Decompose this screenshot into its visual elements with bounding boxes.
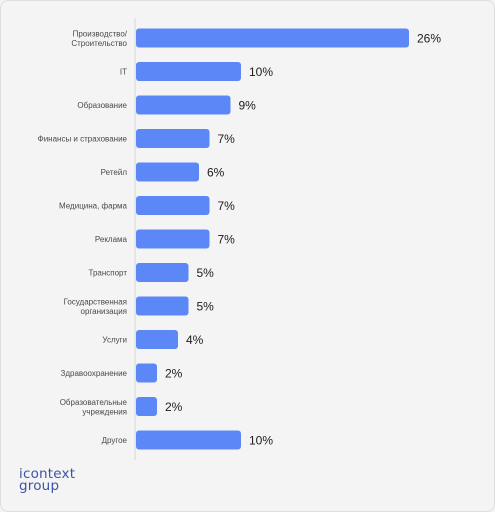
- category-label: организация: [81, 307, 127, 316]
- value-label: 2%: [165, 367, 183, 381]
- value-label: 5%: [197, 300, 215, 314]
- logo-line-2: group: [19, 478, 60, 494]
- value-label: 7%: [218, 199, 236, 213]
- category-label: Строительство: [71, 39, 127, 48]
- bar: [136, 229, 210, 249]
- bar: [136, 28, 409, 48]
- category-label: Образование: [77, 101, 127, 110]
- value-label: 7%: [218, 132, 236, 146]
- bar: [136, 62, 241, 81]
- category-label: Медицина, фарма: [59, 202, 128, 211]
- bar: [136, 296, 189, 316]
- bar: [136, 330, 178, 349]
- category-label: Ретейл: [101, 168, 128, 177]
- bar: [136, 397, 157, 416]
- category-label: Транспорт: [89, 269, 128, 278]
- bar: [136, 263, 189, 282]
- bar: [136, 162, 199, 182]
- value-label: 7%: [218, 233, 236, 247]
- value-label: 10%: [249, 434, 273, 448]
- bar: [136, 196, 210, 215]
- icontext-group-logo: icontext group: [19, 466, 76, 494]
- value-label: 26%: [417, 32, 441, 46]
- value-label: 4%: [186, 333, 204, 347]
- value-label: 9%: [239, 99, 257, 113]
- category-label: Другое: [102, 436, 128, 445]
- value-label: 6%: [207, 166, 225, 180]
- category-label: Производство/: [73, 29, 128, 38]
- bar: [136, 95, 231, 115]
- category-label: Услуги: [102, 336, 127, 345]
- category-label: Реклама: [95, 235, 128, 244]
- category-label: Государственная: [64, 297, 127, 306]
- value-label: 10%: [249, 65, 273, 79]
- category-label: Образовательные: [60, 398, 128, 407]
- value-label: 2%: [165, 400, 183, 414]
- value-label: 5%: [197, 266, 215, 280]
- logo-line-1: icontext: [19, 466, 76, 482]
- category-label: Здравоохранение: [61, 369, 128, 378]
- bar: [136, 129, 210, 148]
- category-label: учреждения: [82, 407, 127, 416]
- category-label: IT: [120, 68, 127, 77]
- category-label: Финансы и страхование: [38, 135, 128, 144]
- bar: [136, 430, 241, 450]
- bar: [136, 363, 157, 383]
